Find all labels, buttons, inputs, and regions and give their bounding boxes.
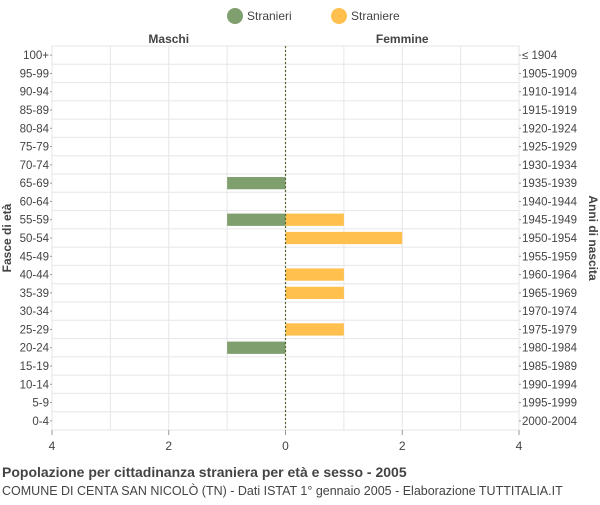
birth-year-label: 1925-1929: [522, 142, 577, 154]
legend-swatch: [331, 8, 347, 24]
birth-year-label: 1970-1974: [522, 306, 578, 318]
birth-year-label: 1955-1959: [522, 251, 577, 263]
age-group-label: 20-24: [20, 343, 50, 355]
bar-male-65-69: [227, 177, 286, 190]
age-group-label: 90-94: [20, 87, 50, 99]
age-group-label: 45-49: [20, 251, 49, 263]
left-header: Maschi: [148, 32, 189, 46]
x-tick-label: 4: [49, 439, 56, 453]
birth-year-label: 1935-1939: [522, 178, 577, 190]
bar-female-50-54: [285, 231, 403, 245]
birth-year-label: 1940-1944: [522, 196, 578, 208]
age-group-label: 50-54: [20, 233, 50, 245]
age-group-label: 70-74: [20, 160, 50, 172]
birth-year-label: 1985-1989: [522, 361, 577, 373]
age-group-label: 95-99: [20, 68, 49, 80]
age-group-label: 0-4: [32, 416, 49, 428]
age-group-label: 25-29: [20, 324, 49, 336]
bar-female-25-29: [285, 323, 344, 336]
age-group-label: 60-64: [20, 196, 50, 208]
birth-year-label: 1905-1909: [522, 68, 577, 80]
x-tick-label: 4: [516, 439, 523, 453]
birth-year-label: 1920-1924: [522, 123, 578, 135]
birth-year-label: 1965-1969: [522, 288, 577, 300]
y-axis-title-left: Fasce di età: [0, 203, 14, 272]
birth-year-label: 2000-2004: [522, 416, 578, 428]
birth-year-label: ≤ 1904: [522, 50, 558, 62]
bar-female-40-44: [285, 268, 344, 281]
age-group-label: 35-39: [20, 288, 49, 300]
x-tick-label: 2: [165, 439, 172, 453]
bar-male-55-59: [227, 213, 286, 226]
age-group-label: 30-34: [20, 306, 50, 318]
legend-label: Stranieri: [247, 9, 292, 23]
age-group-label: 85-89: [20, 105, 49, 117]
bar-female-35-39: [285, 286, 344, 299]
birth-year-label: 1945-1949: [522, 215, 577, 227]
x-tick-label: 0: [282, 439, 289, 453]
chart-title: Popolazione per cittadinanza straniera p…: [2, 464, 407, 480]
age-group-label: 15-19: [20, 361, 49, 373]
chart-subtitle: COMUNE DI CENTA SAN NICOLÒ (TN) - Dati I…: [2, 484, 563, 498]
age-group-label: 10-14: [20, 379, 50, 391]
birth-year-label: 1995-1999: [522, 398, 577, 410]
birth-year-label: 1990-1994: [522, 379, 578, 391]
age-group-label: 65-69: [20, 178, 49, 190]
age-group-label: 80-84: [20, 123, 50, 135]
age-group-label: 55-59: [20, 215, 49, 227]
bar-male-20-24: [227, 341, 286, 354]
birth-year-label: 1930-1934: [522, 160, 578, 172]
legend-swatch: [227, 8, 243, 24]
age-group-label: 75-79: [20, 142, 49, 154]
birth-year-label: 1915-1919: [522, 105, 577, 117]
age-group-label: 40-44: [20, 270, 50, 282]
birth-year-label: 1975-1979: [522, 324, 577, 336]
birth-year-label: 1910-1914: [522, 87, 578, 99]
x-tick-label: 2: [399, 439, 406, 453]
right-header: Femmine: [376, 32, 429, 46]
age-group-label: 100+: [23, 50, 49, 62]
birth-year-label: 1960-1964: [522, 270, 578, 282]
legend-label: Straniere: [351, 9, 400, 23]
age-group-label: 5-9: [32, 398, 49, 410]
bar-female-55-59: [285, 213, 344, 226]
birth-year-label: 1950-1954: [522, 233, 578, 245]
birth-year-label: 1980-1984: [522, 343, 578, 355]
y-axis-title-right: Anni di nascita: [586, 195, 600, 281]
